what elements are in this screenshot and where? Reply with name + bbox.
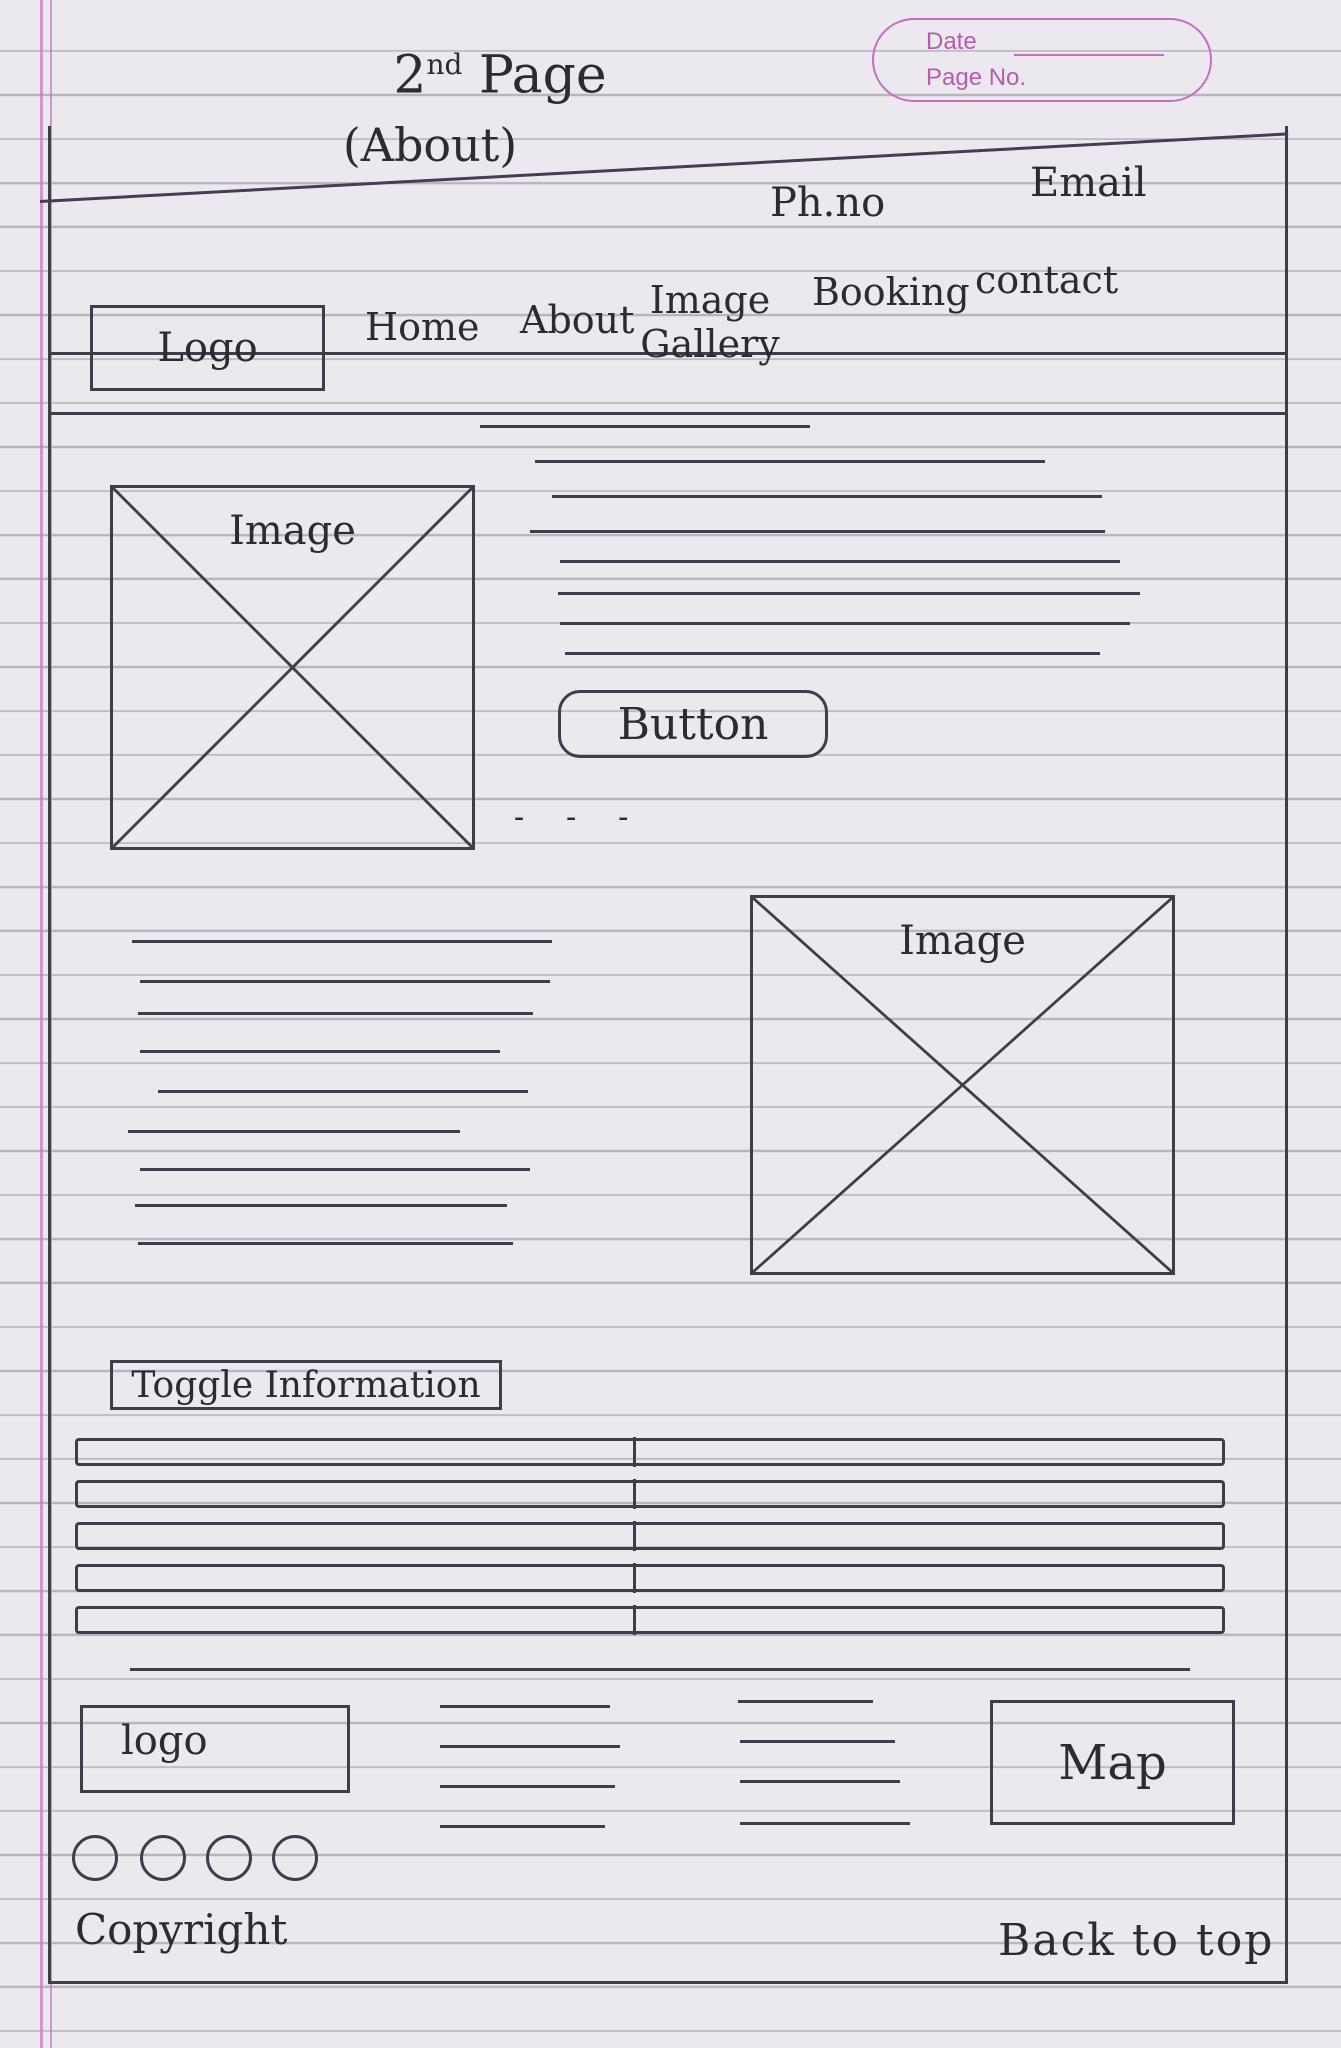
about-image-placeholder: Image: [750, 895, 1175, 1275]
text-line: [560, 622, 1130, 625]
about-button[interactable]: Button: [558, 690, 828, 758]
email-address[interactable]: Email: [1030, 160, 1147, 206]
social-icon[interactable]: [206, 1835, 252, 1881]
text-line: [138, 1012, 533, 1015]
image-cross-icon: [753, 898, 1172, 1272]
text-line: [560, 560, 1120, 563]
back-to-top-link[interactable]: Back to top: [998, 1915, 1275, 1966]
footer-link-line[interactable]: [740, 1740, 895, 1743]
text-line: [158, 1090, 528, 1093]
nav-item-image-gallery[interactable]: Image Gallery: [640, 278, 780, 366]
text-line: [140, 1050, 500, 1053]
footer-link-line[interactable]: [440, 1785, 615, 1788]
footer-link-line[interactable]: [440, 1705, 610, 1708]
paper-margin-line: [50, 0, 52, 2048]
footer-link-line[interactable]: [740, 1822, 910, 1825]
nav-item-home[interactable]: Home: [365, 305, 480, 349]
navbar-border-top: [50, 352, 1288, 355]
accordion-divider: [633, 1563, 636, 1593]
toggle-information-button[interactable]: Toggle Information: [110, 1360, 502, 1410]
stamp-page-label: Page No.: [926, 64, 1027, 91]
text-line: [140, 980, 550, 983]
text-line: [135, 1204, 507, 1207]
text-line: [552, 495, 1102, 498]
accordion-divider: [633, 1437, 636, 1467]
copyright-text: Copyright: [75, 1905, 288, 1954]
accordion-divider: [633, 1605, 636, 1635]
about-image-placeholder: Image: [110, 485, 475, 850]
accordion-row[interactable]: [75, 1437, 1225, 1467]
footer-logo[interactable]: logo: [80, 1705, 350, 1793]
text-line: [140, 1168, 530, 1171]
image-cross-icon: [113, 488, 472, 847]
text-line: [128, 1130, 460, 1133]
phone-number[interactable]: Ph.no: [770, 180, 886, 226]
footer-divider: [130, 1668, 1190, 1671]
sketch-subtitle: (About): [342, 118, 518, 172]
text-line: [558, 592, 1140, 595]
accordion-row[interactable]: [75, 1521, 1225, 1551]
header-logo[interactable]: Logo: [90, 305, 325, 391]
social-icon[interactable]: [272, 1835, 318, 1881]
accordion-divider: [633, 1479, 636, 1509]
image-label: Image: [899, 918, 1026, 964]
navbar-border-bottom: [50, 412, 1288, 415]
image-label: Image: [229, 508, 356, 554]
text-line: [138, 1242, 513, 1245]
nav-item-about[interactable]: About: [520, 298, 635, 342]
map-placeholder[interactable]: Map: [990, 1700, 1235, 1825]
heading-line: [480, 425, 810, 428]
stamp-date-line: [1014, 54, 1164, 56]
text-line: [530, 530, 1105, 533]
social-icon[interactable]: [140, 1835, 186, 1881]
social-icon[interactable]: [72, 1835, 118, 1881]
accordion-row[interactable]: [75, 1479, 1225, 1509]
text-line: [535, 460, 1045, 463]
paper-margin-line: [40, 0, 43, 2048]
page-frame: [48, 126, 1288, 1984]
dashes-text: - - -: [510, 800, 641, 835]
footer-link-line[interactable]: [440, 1825, 605, 1828]
date-page-stamp: Date Page No.: [872, 18, 1212, 102]
sketch-title: 2nd Page: [393, 45, 607, 106]
nav-item-contact[interactable]: contact: [975, 258, 1119, 302]
footer-link-line[interactable]: [440, 1745, 620, 1748]
stamp-date-label: Date: [926, 28, 977, 55]
accordion-row[interactable]: [75, 1563, 1225, 1593]
accordion-divider: [633, 1521, 636, 1551]
footer-link-line[interactable]: [738, 1700, 873, 1703]
accordion-row[interactable]: [75, 1605, 1225, 1635]
footer-link-line[interactable]: [740, 1780, 900, 1783]
text-line: [132, 940, 552, 943]
text-line: [565, 652, 1100, 655]
nav-item-booking[interactable]: Booking: [812, 270, 970, 314]
